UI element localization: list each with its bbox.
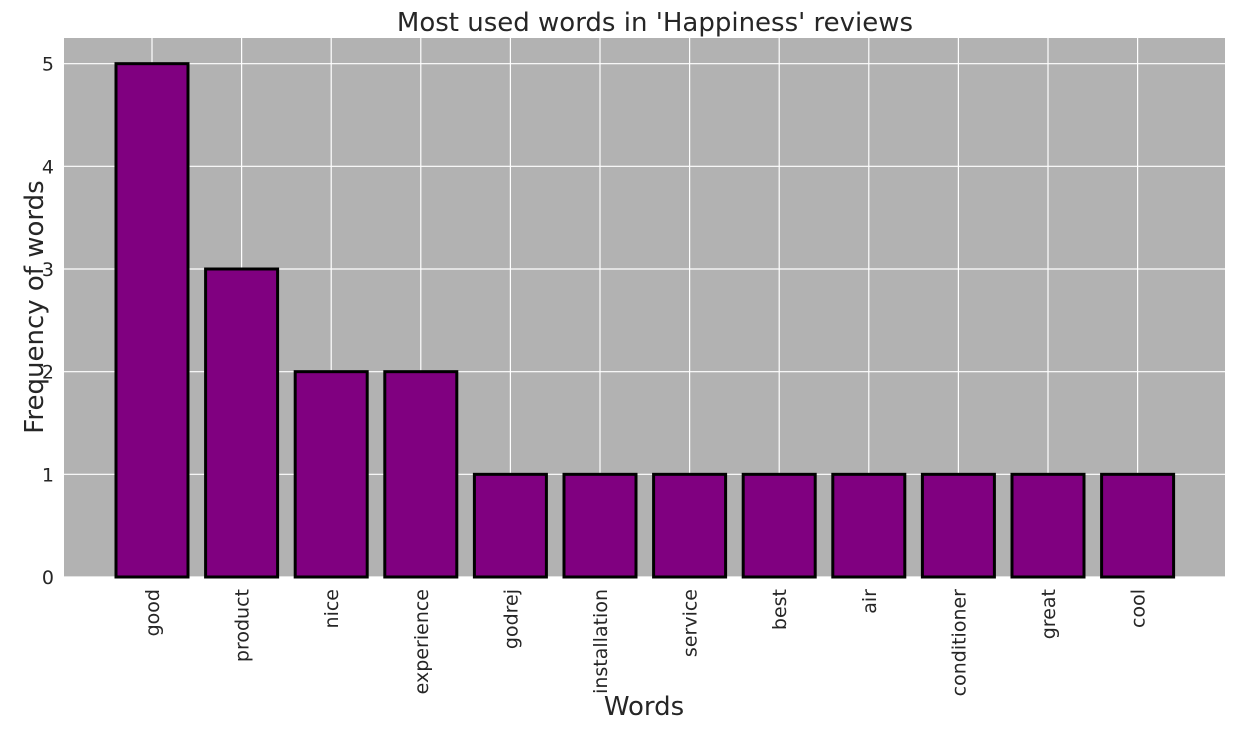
bar-good (114, 62, 190, 579)
bar-service (652, 472, 728, 579)
bar-air (831, 472, 907, 579)
x-tick-label: great (1038, 589, 1060, 639)
x-tick-label: product (232, 589, 254, 662)
x-tick-label: installation (590, 589, 612, 694)
y-tick-label: 1 (42, 464, 54, 486)
y-tick-label: 3 (42, 259, 54, 281)
y-axis-label: Frequency of words (20, 180, 50, 433)
x-tick-label: best (769, 589, 791, 630)
bar-product (204, 267, 280, 579)
x-tick-label: conditioner (948, 589, 970, 697)
bar-installation (562, 472, 638, 579)
y-tick-label: 2 (42, 362, 54, 384)
x-tick-label: godrej (500, 589, 522, 649)
x-tick-label: good (142, 589, 164, 636)
bar-great (1010, 472, 1086, 579)
y-tick-labels: 0 1 2 3 4 5 (42, 54, 54, 589)
bar-best (741, 472, 817, 579)
bars (114, 62, 1176, 579)
bar-conditioner (920, 472, 996, 579)
x-tick-labels: good product nice experience godrej installat… (142, 589, 1150, 697)
bar-cool (1100, 472, 1176, 579)
x-tick-label: experience (411, 589, 433, 694)
y-tick-label: 4 (42, 156, 54, 178)
bar-nice (293, 370, 369, 579)
x-tick-label: air (859, 589, 881, 614)
x-axis-label: Words (604, 692, 684, 722)
x-tick-label: nice (321, 589, 343, 628)
y-tick-label: 0 (42, 567, 54, 589)
x-tick-label: cool (1128, 589, 1150, 628)
x-tick-label: service (680, 589, 702, 657)
chart-title: Most used words in 'Happiness' reviews (397, 8, 913, 38)
y-tick-label: 5 (42, 54, 54, 76)
bar-experience (383, 370, 459, 579)
bar-godrej (472, 472, 548, 579)
